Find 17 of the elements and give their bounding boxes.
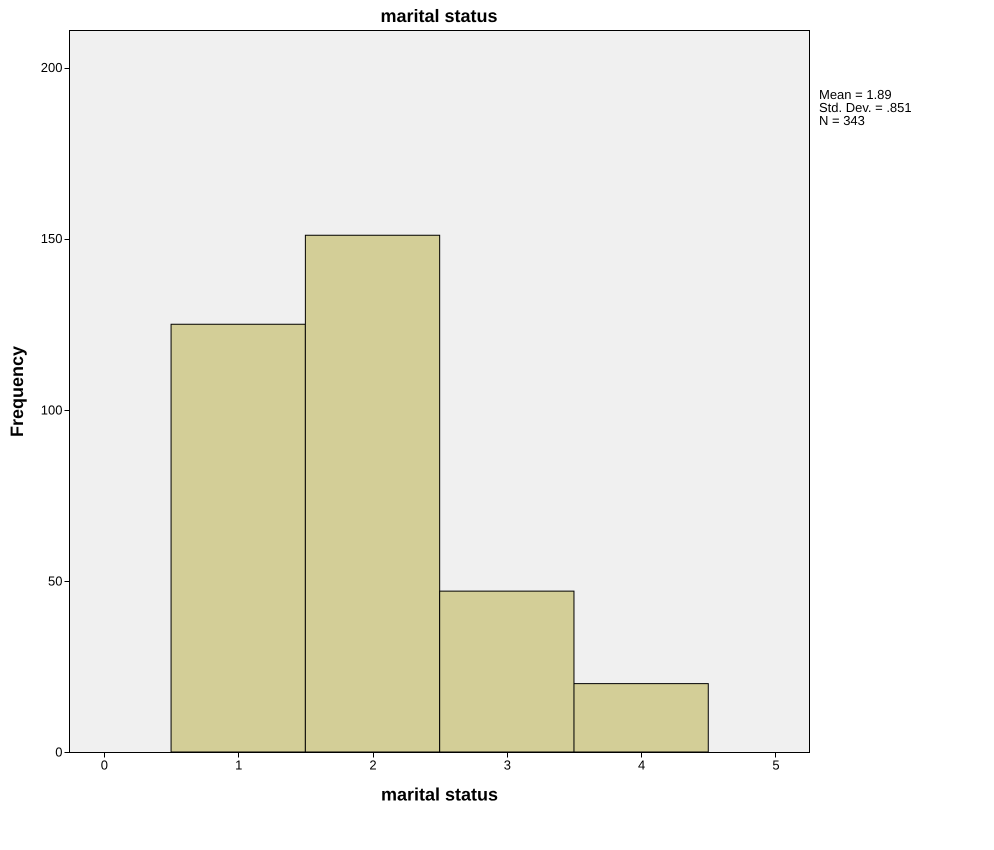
x-tick-label: 1 [235,758,242,772]
y-tick-label: 200 [40,60,62,76]
text: N = 343 [819,113,866,128]
chart-title: marital status [380,6,498,26]
y-tick-label: 50 [48,573,62,588]
x-axis-title: marital status [380,784,498,804]
y-tick-label: 0 [55,744,62,760]
y-axis-title: Frequency [6,346,27,438]
y-tick-label: 150 [40,231,62,246]
text: Mean = 1.89 [819,87,893,102]
x-tick-label: 3 [504,758,511,772]
text: Std. Dev. = .851 [819,100,912,115]
x-tick-label: 2 [369,758,377,772]
y-tick-label: 100 [40,402,62,418]
x-tick-label: 0 [100,758,108,772]
x-tick-label: 5 [772,758,780,772]
x-tick-label: 4 [638,758,646,772]
